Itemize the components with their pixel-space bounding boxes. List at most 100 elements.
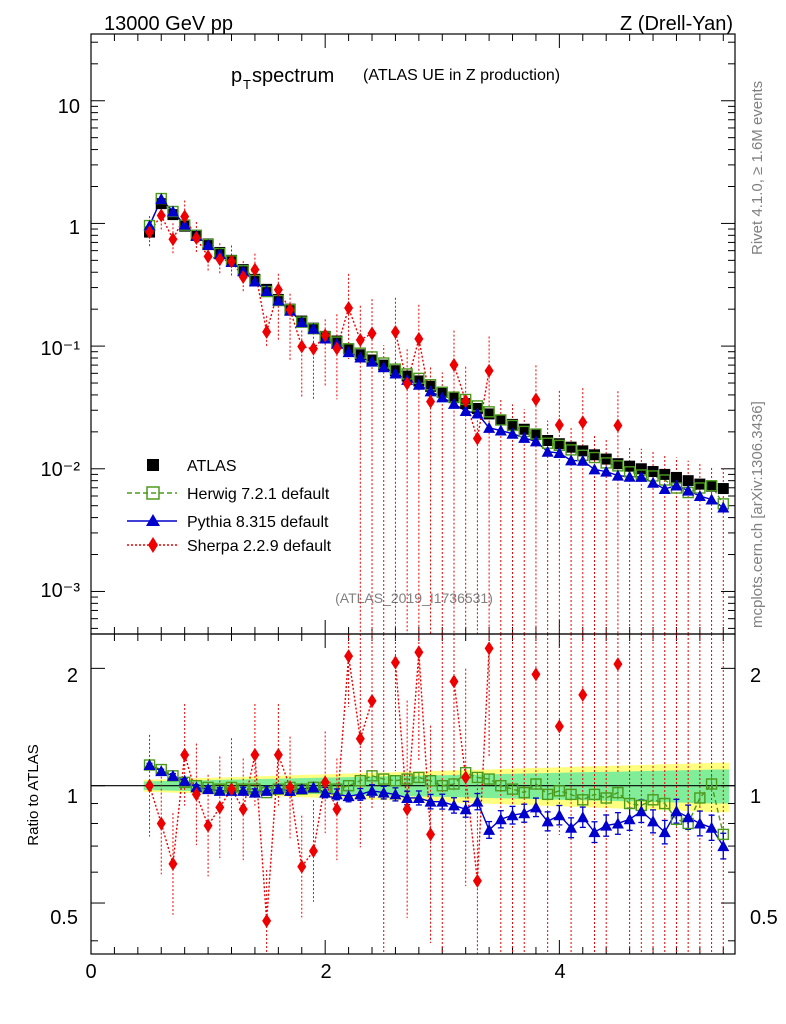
pythia-ratio-point — [424, 795, 437, 807]
sherpa-main-point — [402, 376, 412, 391]
sherpa-ratio-point — [484, 641, 494, 656]
sherpa-main-point — [203, 249, 213, 264]
herwig-ratio-point — [483, 773, 495, 785]
sherpa-main-point — [554, 418, 564, 433]
ratio-ytick-label: 1 — [67, 786, 78, 808]
atlas-main-point — [682, 475, 694, 487]
pythia-main-point — [483, 421, 496, 433]
pythia-ratio-point — [272, 783, 285, 795]
herwig-ratio-point — [705, 778, 718, 790]
sherpa-ratio-point — [426, 827, 436, 842]
herwig-ratio-point — [436, 779, 448, 792]
ratio-ytick-label-right: 2 — [750, 665, 761, 687]
pythia-ratio-point — [447, 799, 460, 811]
sherpa-main-point — [355, 332, 365, 347]
pythia-ratio-point — [295, 783, 308, 795]
sherpa-ratio-point — [578, 687, 588, 702]
pythia-ratio-point — [330, 788, 343, 800]
sherpa-ratio-point — [344, 649, 354, 664]
herwig-ratio-point — [717, 828, 729, 841]
pythia-ratio-point — [436, 795, 449, 807]
analysis-id-label: (ATLAS_2019_I1736531) — [335, 590, 493, 606]
sherpa-main-point — [344, 301, 354, 316]
pythia-main-point — [166, 205, 179, 217]
sherpa-ratio-point — [145, 778, 155, 793]
atlas-main-point — [518, 423, 530, 435]
pythia-ratio-point — [506, 809, 519, 821]
sherpa-ratio-point — [461, 770, 471, 785]
sherpa-ratio-point — [273, 747, 283, 762]
sherpa-main-point — [285, 302, 295, 317]
pythia-ratio-point — [658, 826, 671, 838]
sherpa-main-point — [262, 324, 272, 339]
sherpa-main-point — [332, 341, 342, 356]
plot-title-p: p — [231, 65, 242, 87]
sherpa-ratio-point — [402, 802, 412, 817]
legend-pythia-marker — [146, 514, 160, 526]
sherpa-main-point — [461, 393, 471, 408]
sherpa-main-point — [238, 270, 248, 285]
pythia-ratio-point — [260, 784, 273, 796]
sherpa-main-point — [168, 232, 178, 247]
pythia-main-point — [623, 470, 636, 482]
pythia-ratio-point — [319, 786, 332, 798]
pythia-ratio-point — [541, 815, 554, 827]
plot-title-word: spectrum — [252, 65, 334, 87]
herwig-ratio-point — [378, 773, 390, 785]
sherpa-ratio-point — [285, 780, 295, 795]
sherpa-main-point — [449, 357, 459, 372]
atlas-main-point — [706, 480, 718, 492]
pythia-main-point — [424, 385, 437, 397]
herwig-ratio-point — [401, 773, 413, 785]
pythia-main-point — [155, 193, 168, 205]
sherpa-ratio-point — [320, 775, 330, 790]
atlas-main-point — [530, 429, 542, 441]
sherpa-ratio-point — [308, 843, 318, 858]
pythia-main-point — [682, 484, 695, 496]
sherpa-ratio-point — [355, 731, 365, 746]
process-label: Z (Drell-Yan) — [620, 13, 733, 35]
pythia-main-point — [354, 351, 367, 363]
sherpa-main-point — [297, 339, 307, 354]
pythia-main-point — [588, 463, 601, 475]
pythia-main-point — [600, 465, 613, 477]
sherpa-ratio-line — [148, 656, 373, 921]
herwig-ratio-point — [565, 788, 577, 801]
pythia-main-point — [717, 501, 730, 513]
pythia-ratio-point — [670, 805, 683, 817]
sherpa-main-point — [156, 208, 166, 223]
pythia-main-point — [459, 404, 472, 416]
herwig-ratio-point — [694, 792, 706, 804]
pythia-main-point — [202, 239, 215, 251]
pythia-main-point — [248, 275, 261, 287]
pythia-ratio-point — [190, 781, 203, 793]
sherpa-ratio-point — [180, 747, 190, 762]
sherpa-ratio-point — [203, 818, 213, 833]
pythia-ratio-point — [389, 788, 402, 800]
pythia-ratio-point — [202, 783, 215, 795]
sherpa-ratio-line — [394, 652, 432, 835]
atlas-main-point — [507, 418, 519, 430]
mcplots-side-label: mcplots.cern.ch [arXiv:1306.3436] — [749, 401, 766, 628]
herwig-ratio-point — [518, 786, 530, 799]
pythia-main-point — [272, 294, 285, 306]
herwig-main-point — [483, 406, 495, 418]
herwig-ratio-point — [530, 778, 542, 790]
sherpa-main-point — [250, 262, 260, 277]
sherpa-main-point — [227, 254, 237, 269]
sherpa-main-point — [531, 392, 541, 407]
atlas-main-point — [553, 438, 565, 450]
pythia-ratio-point — [401, 791, 414, 803]
atlas-main-point — [565, 441, 577, 453]
pythia-ratio-point — [166, 769, 179, 781]
main-ytick-label: 10⁻³ — [41, 580, 81, 602]
ratio-ytick-label-right: 0.5 — [750, 907, 778, 929]
sherpa-ratio-point — [191, 787, 201, 802]
pythia-ratio-point — [611, 817, 624, 829]
sherpa-ratio-point — [531, 667, 541, 682]
pythia-main-point — [178, 218, 191, 230]
sherpa-ratio-point — [472, 873, 482, 888]
plot-title-sub: T — [243, 77, 251, 92]
ratio-ytick-label-right: 1 — [750, 786, 761, 808]
